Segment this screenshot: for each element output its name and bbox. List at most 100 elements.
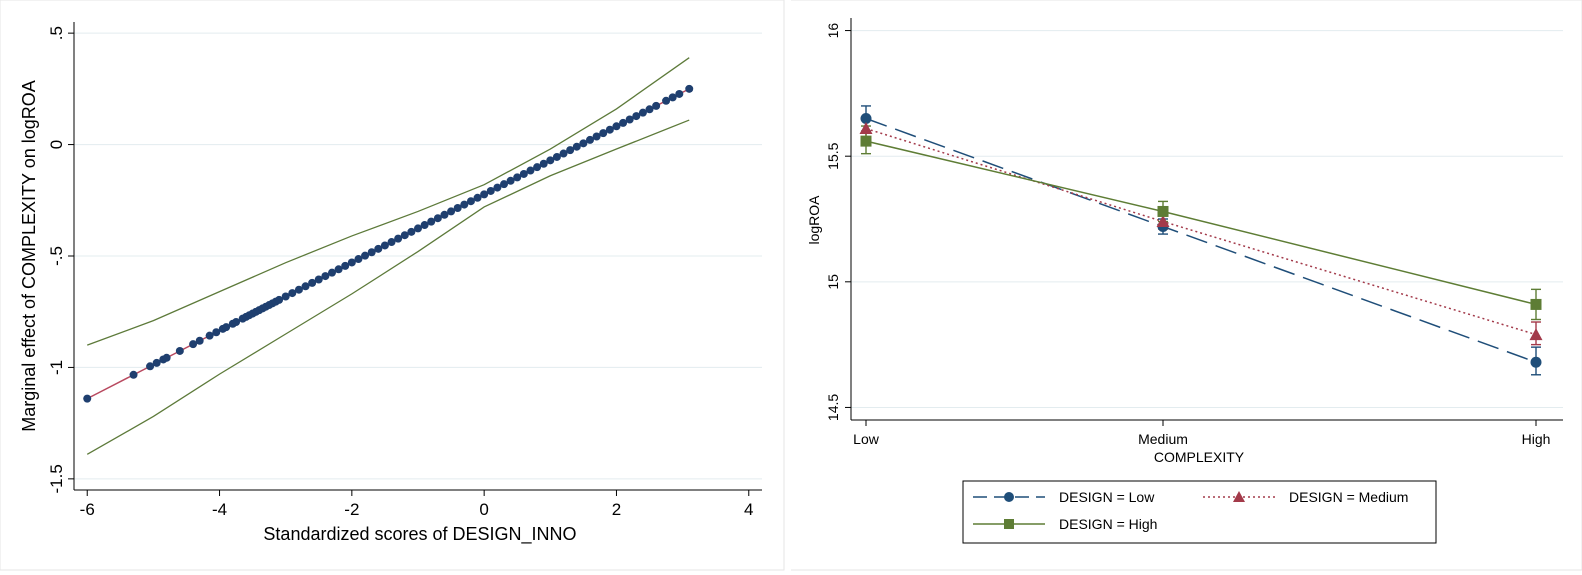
- chart1-point: [632, 112, 641, 121]
- chart1-point: [546, 156, 555, 165]
- chart2-y-axis-label: logROA: [806, 195, 822, 245]
- chart1-point: [638, 108, 647, 117]
- chart1-point: [500, 180, 508, 189]
- chart2-y-tick-label: 14.5: [825, 394, 841, 421]
- chart1-point: [420, 221, 429, 230]
- chart1-ci-upper-line: [87, 57, 690, 346]
- chart1-point: [175, 346, 184, 355]
- chart2-point-high: [1530, 298, 1542, 310]
- chart1-point: [473, 193, 482, 202]
- chart1-point: [493, 183, 502, 192]
- chart1-point: [579, 139, 588, 148]
- chart1-point: [301, 282, 310, 291]
- chart1-point: [645, 105, 654, 114]
- chart1-point: [232, 318, 241, 327]
- chart1-point: [440, 210, 449, 219]
- chart1-point: [480, 190, 489, 199]
- chart1-point: [619, 118, 628, 127]
- chart1-point: [407, 227, 416, 236]
- chart1-point: [486, 186, 495, 195]
- chart1-point: [513, 173, 522, 182]
- chart2-legend-marker-medium: [1233, 491, 1245, 502]
- chart2-point-medium: [1529, 328, 1543, 341]
- chart1-point: [526, 166, 535, 175]
- chart1-point: [400, 231, 409, 240]
- chart1-point: [83, 394, 92, 403]
- chart1-point: [599, 129, 608, 138]
- chart1-point: [334, 265, 343, 274]
- chart2-x-tick-label: Medium: [1138, 431, 1188, 447]
- chart1-point: [195, 336, 204, 345]
- chart1-y-tick-label: .5: [47, 26, 66, 40]
- chart2-point-medium: [1156, 215, 1170, 228]
- chart2-legend-label-low: DESIGN = Low: [1059, 489, 1155, 505]
- chart1-point: [586, 135, 594, 144]
- chart1-point: [205, 331, 214, 340]
- chart1-y-axis-label: Marginal effect of COMPLEXITY on logROA: [19, 80, 39, 432]
- chart1-point: [380, 241, 389, 250]
- chart1-point: [453, 204, 462, 212]
- chart1-point: [612, 122, 621, 131]
- chart1-point: [354, 255, 363, 264]
- chart1-point: [466, 197, 475, 206]
- chart1-point: [533, 163, 542, 172]
- chart1-point: [605, 125, 614, 134]
- chart1-point: [592, 132, 601, 141]
- chart1-point: [566, 146, 575, 155]
- chart1-point: [559, 149, 568, 158]
- chart1-point: [662, 96, 671, 105]
- chart1-point: [625, 115, 634, 124]
- chart2-legend-marker-low: [1004, 492, 1014, 502]
- chart2-point-high: [1157, 205, 1169, 217]
- chart1-point: [668, 93, 677, 102]
- chart1-point: [275, 295, 284, 304]
- chart1-point: [506, 176, 515, 185]
- marginal-effect-chart: -1.5 -1 -.5 0 .5 -6 -4 -2 0 2 4 Standardized score…: [0, 0, 785, 571]
- chart1-frame: [0, 0, 785, 571]
- chart2-y-tick-label: 15.5: [825, 142, 841, 169]
- chart1-point: [374, 244, 383, 253]
- chart1-point: [685, 84, 694, 93]
- chart1-point: [394, 234, 403, 243]
- chart1-point: [387, 238, 396, 247]
- chart2-x-tick-label: Low: [853, 431, 880, 447]
- chart1-point: [552, 152, 561, 161]
- chart2-x-tick-label: High: [1522, 431, 1551, 447]
- chart1-point: [222, 323, 231, 332]
- chart2-x-axis-label: COMPLEXITY: [1154, 449, 1245, 465]
- chart1-point: [347, 258, 356, 267]
- chart1-y-tick-label: 0: [47, 140, 66, 149]
- chart2-y-tick-label: 16: [825, 23, 841, 39]
- chart1-point: [652, 101, 661, 110]
- chart1-point: [314, 275, 323, 284]
- chart2-point-high: [860, 135, 872, 147]
- chart1-x-tick-label: -2: [344, 500, 359, 519]
- chart1-x-tick-label: -6: [80, 500, 95, 519]
- chart1-point: [367, 248, 376, 257]
- chart1-point: [433, 214, 442, 223]
- chart1-point: [288, 289, 297, 298]
- chart2-y-tick-label: 15: [825, 274, 841, 290]
- chart1-point: [572, 142, 581, 151]
- logroa-by-complexity-chart: 14.5 15 15.5 16 Low Medium High COMPLEXITY log…: [791, 0, 1582, 571]
- chart2-point-low: [860, 113, 872, 124]
- chart2-legend: DESIGN = Low DESIGN = Medium DESIGN = High: [962, 480, 1437, 544]
- chart1-point: [308, 278, 317, 287]
- chart1-point: [152, 358, 161, 367]
- chart1-point: [162, 353, 171, 362]
- chart1-point: [328, 268, 336, 277]
- chart1-x-tick-label: -4: [212, 500, 227, 519]
- chart1-x-axis-label: Standardized scores of DESIGN_INNO: [263, 524, 576, 545]
- chart1-point: [414, 224, 422, 233]
- chart1-point: [427, 217, 436, 226]
- chart2-point-low: [1530, 356, 1542, 368]
- chart1-x-tick-label: 2: [612, 500, 621, 519]
- chart1-point: [447, 207, 456, 216]
- chart1-point: [321, 272, 330, 281]
- chart2-point-medium: [859, 122, 873, 135]
- chart2-legend-marker-high: [1004, 519, 1014, 529]
- chart1-point: [281, 292, 290, 301]
- chart1-point: [675, 89, 684, 98]
- chart1-point: [341, 261, 350, 270]
